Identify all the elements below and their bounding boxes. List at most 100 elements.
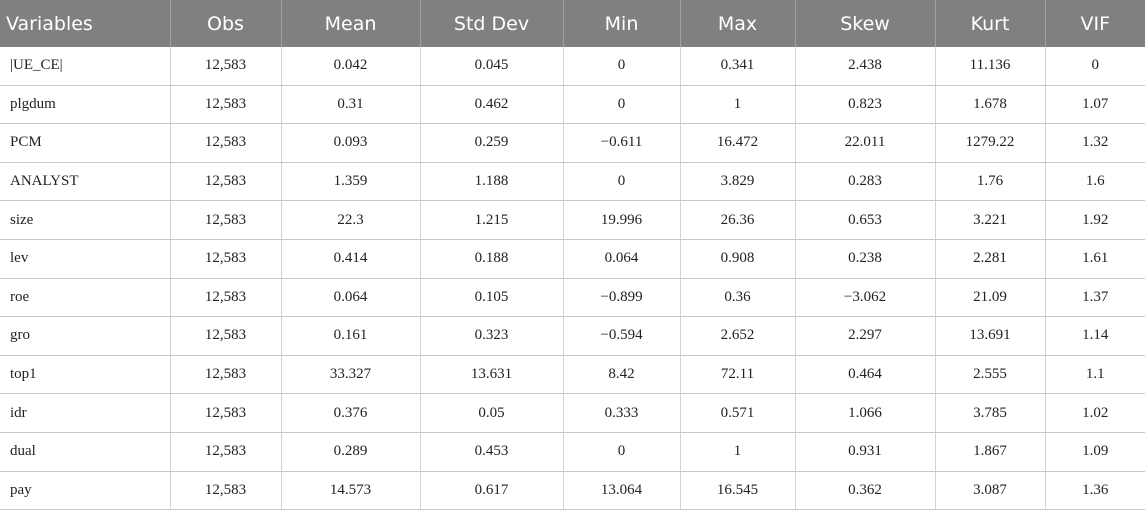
value-cell: −3.062	[794, 278, 935, 318]
value-cell: −0.899	[562, 278, 680, 318]
value-cell: 0.376	[280, 393, 420, 433]
value-cell: 0.259	[419, 123, 563, 163]
table-row: gro 12,583 0.161 0.323 −0.594 2.652 2.297 13.69…	[0, 316, 1145, 356]
variable-cell: lev	[0, 239, 170, 279]
table-body: |UE_CE| 12,583 0.042 0.045 0 0.341 2.438 11.136…	[0, 47, 1145, 510]
table-row: size 12,583 22.3 1.215 19.996 26.36 0.653 3.221…	[0, 200, 1145, 240]
value-cell: 12,583	[169, 316, 281, 356]
value-cell: −0.594	[562, 316, 680, 356]
value-cell: 0.464	[794, 355, 935, 395]
table-row: pay 12,583 14.573 0.617 13.064 16.545 0.362 3.0…	[0, 471, 1145, 510]
value-cell: 0	[562, 47, 680, 86]
value-cell: 3.221	[934, 200, 1045, 240]
value-cell: 0.333	[562, 393, 680, 433]
value-cell: 3.785	[934, 393, 1045, 433]
value-cell: 72.11	[679, 355, 795, 395]
variable-cell: PCM	[0, 123, 170, 163]
table-row: dual 12,583 0.289 0.453 0 1 0.931 1.867 1.09	[0, 432, 1145, 472]
header-cell: Obs	[169, 0, 281, 47]
value-cell: 12,583	[169, 355, 281, 395]
value-cell: 2.555	[934, 355, 1045, 395]
header-cell: Min	[562, 0, 680, 47]
value-cell: 21.09	[934, 278, 1045, 318]
value-cell: 1.92	[1044, 200, 1145, 240]
value-cell: 1.07	[1044, 85, 1145, 125]
value-cell: 0.188	[419, 239, 563, 279]
header-cell: Max	[679, 0, 795, 47]
value-cell: 0.823	[794, 85, 935, 125]
value-cell: 0.283	[794, 162, 935, 202]
value-cell: 12,583	[169, 200, 281, 240]
value-cell: 0	[562, 432, 680, 472]
value-cell: 1	[679, 85, 795, 125]
value-cell: 12,583	[169, 432, 281, 472]
value-cell: 2.281	[934, 239, 1045, 279]
value-cell: 8.42	[562, 355, 680, 395]
value-cell: 1.188	[419, 162, 563, 202]
value-cell: 0.105	[419, 278, 563, 318]
table-row: ANALYST 12,583 1.359 1.188 0 3.829 0.283 1.76 1.…	[0, 162, 1145, 202]
table-row: top1 12,583 33.327 13.631 8.42 72.11 0.464 2.55…	[0, 355, 1145, 395]
value-cell: 1.02	[1044, 393, 1145, 433]
value-cell: 3.087	[934, 471, 1045, 510]
header-cell: Skew	[794, 0, 935, 47]
value-cell: 26.36	[679, 200, 795, 240]
value-cell: 1.066	[794, 393, 935, 433]
value-cell: 22.011	[794, 123, 935, 163]
variable-cell: plgdum	[0, 85, 170, 125]
variable-cell: gro	[0, 316, 170, 356]
table-row: |UE_CE| 12,583 0.042 0.045 0 0.341 2.438 11.136…	[0, 47, 1145, 86]
value-cell: 0.161	[280, 316, 420, 356]
table-row: plgdum 12,583 0.31 0.462 0 1 0.823 1.678 1.07	[0, 85, 1145, 125]
header-cell: Variables	[0, 0, 170, 47]
value-cell: 0.323	[419, 316, 563, 356]
value-cell: 12,583	[169, 471, 281, 510]
value-cell: 11.136	[934, 47, 1045, 86]
value-cell: 12,583	[169, 278, 281, 318]
value-cell: 0.453	[419, 432, 563, 472]
value-cell: 0.362	[794, 471, 935, 510]
value-cell: 16.472	[679, 123, 795, 163]
value-cell: 22.3	[280, 200, 420, 240]
header-cell: Std Dev	[419, 0, 563, 47]
value-cell: 0.042	[280, 47, 420, 86]
table-row: idr 12,583 0.376 0.05 0.333 0.571 1.066 3.785 1.…	[0, 393, 1145, 433]
value-cell: 16.545	[679, 471, 795, 510]
variable-cell: ANALYST	[0, 162, 170, 202]
value-cell: 12,583	[169, 85, 281, 125]
variable-cell: |UE_CE|	[0, 47, 170, 86]
value-cell: 0.05	[419, 393, 563, 433]
header-cell: VIF	[1044, 0, 1145, 47]
value-cell: 1.867	[934, 432, 1045, 472]
value-cell: 0.36	[679, 278, 795, 318]
header-cell: Kurt	[934, 0, 1045, 47]
value-cell: 0.289	[280, 432, 420, 472]
value-cell: 0	[1044, 47, 1145, 86]
value-cell: 1.32	[1044, 123, 1145, 163]
value-cell: 0.908	[679, 239, 795, 279]
value-cell: 14.573	[280, 471, 420, 510]
variable-cell: top1	[0, 355, 170, 395]
value-cell: 1.36	[1044, 471, 1145, 510]
table-row: roe 12,583 0.064 0.105 −0.899 0.36 −3.062 21.09…	[0, 278, 1145, 318]
value-cell: 12,583	[169, 47, 281, 86]
value-cell: 0	[562, 85, 680, 125]
variable-cell: pay	[0, 471, 170, 510]
value-cell: 12,583	[169, 123, 281, 163]
value-cell: 3.829	[679, 162, 795, 202]
table-row: PCM 12,583 0.093 0.259 −0.611 16.472 22.011 127…	[0, 123, 1145, 163]
value-cell: 0.064	[562, 239, 680, 279]
value-cell: 0	[562, 162, 680, 202]
value-cell: 0.462	[419, 85, 563, 125]
variable-cell: size	[0, 200, 170, 240]
header-cell: Mean	[280, 0, 420, 47]
value-cell: 0.238	[794, 239, 935, 279]
value-cell: −0.611	[562, 123, 680, 163]
value-cell: 0.341	[679, 47, 795, 86]
value-cell: 33.327	[280, 355, 420, 395]
value-cell: 12,583	[169, 162, 281, 202]
value-cell: 13.631	[419, 355, 563, 395]
variable-cell: idr	[0, 393, 170, 433]
